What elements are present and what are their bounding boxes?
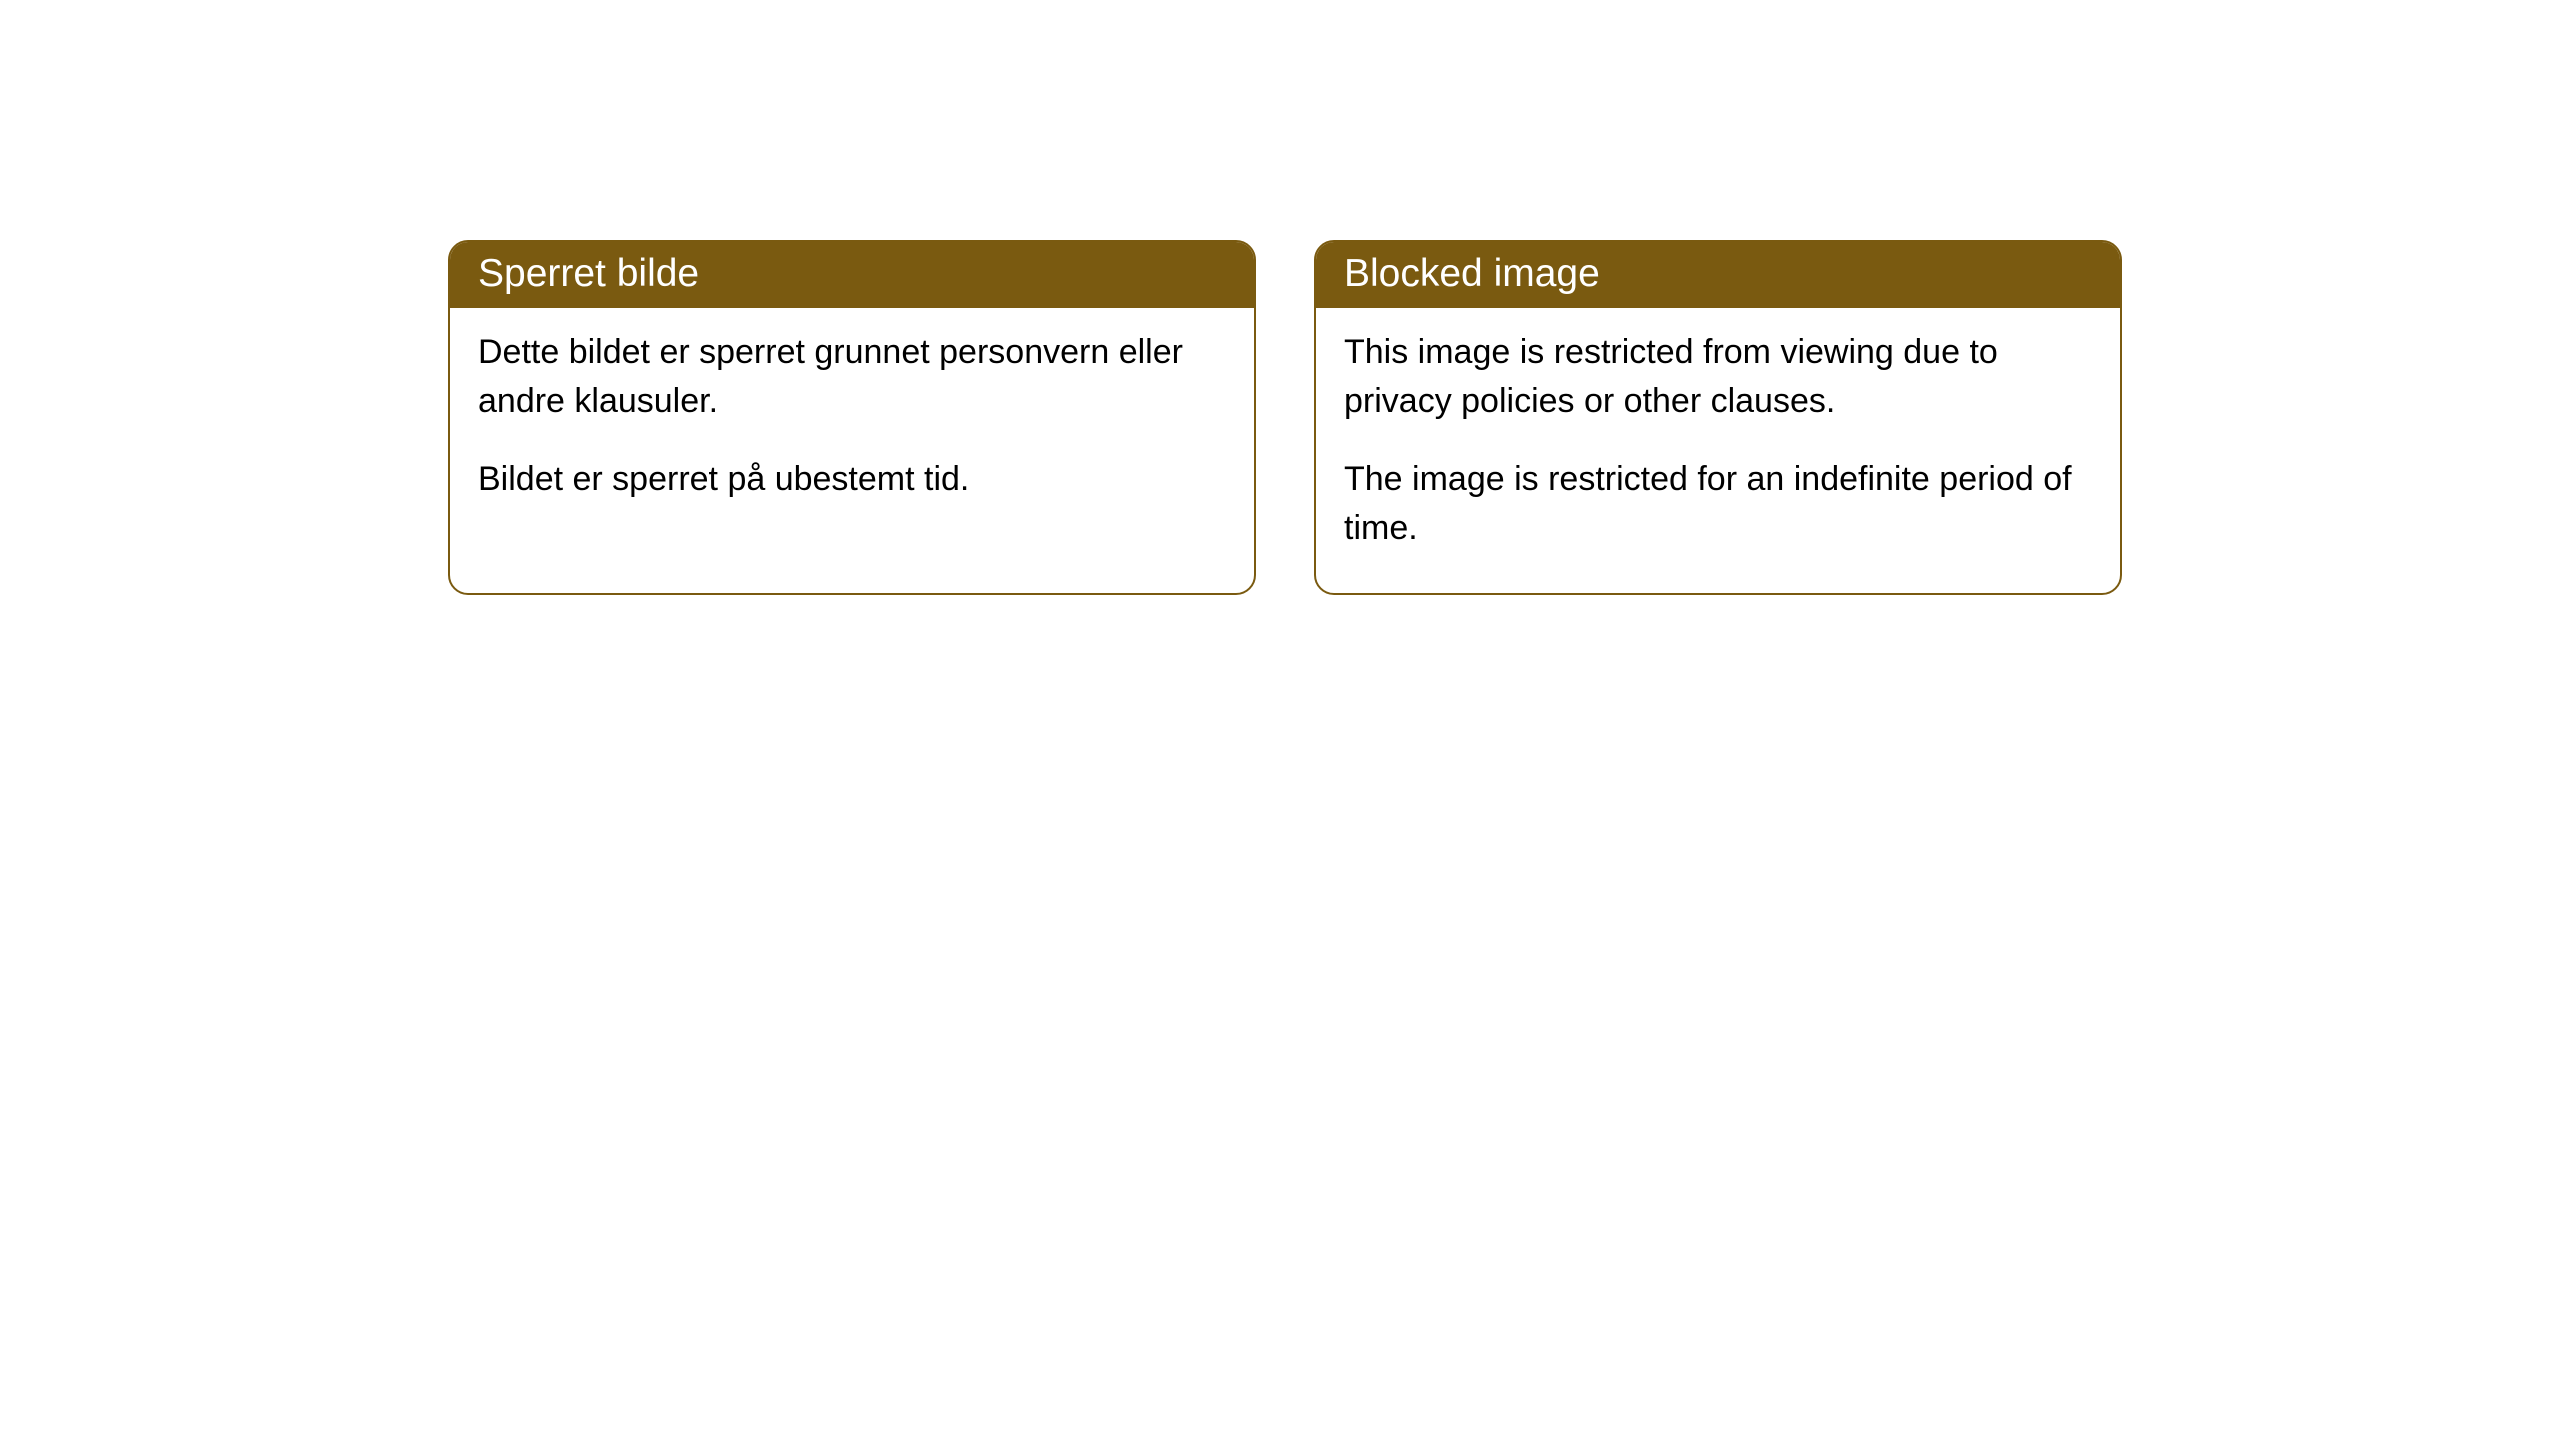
- card-paragraph: Dette bildet er sperret grunnet personve…: [478, 328, 1226, 427]
- card-paragraph: This image is restricted from viewing du…: [1344, 328, 2092, 427]
- card-title: Blocked image: [1344, 252, 1600, 295]
- card-body: This image is restricted from viewing du…: [1316, 308, 2120, 593]
- notice-card-english: Blocked image This image is restricted f…: [1314, 240, 2122, 595]
- card-header: Blocked image: [1316, 242, 2120, 308]
- notice-container: Sperret bilde Dette bildet er sperret gr…: [448, 240, 2122, 595]
- card-title: Sperret bilde: [478, 252, 699, 295]
- card-body: Dette bildet er sperret grunnet personve…: [450, 308, 1254, 544]
- card-paragraph: The image is restricted for an indefinit…: [1344, 455, 2092, 554]
- notice-card-norwegian: Sperret bilde Dette bildet er sperret gr…: [448, 240, 1256, 595]
- card-header: Sperret bilde: [450, 242, 1254, 308]
- card-paragraph: Bildet er sperret på ubestemt tid.: [478, 455, 1226, 504]
